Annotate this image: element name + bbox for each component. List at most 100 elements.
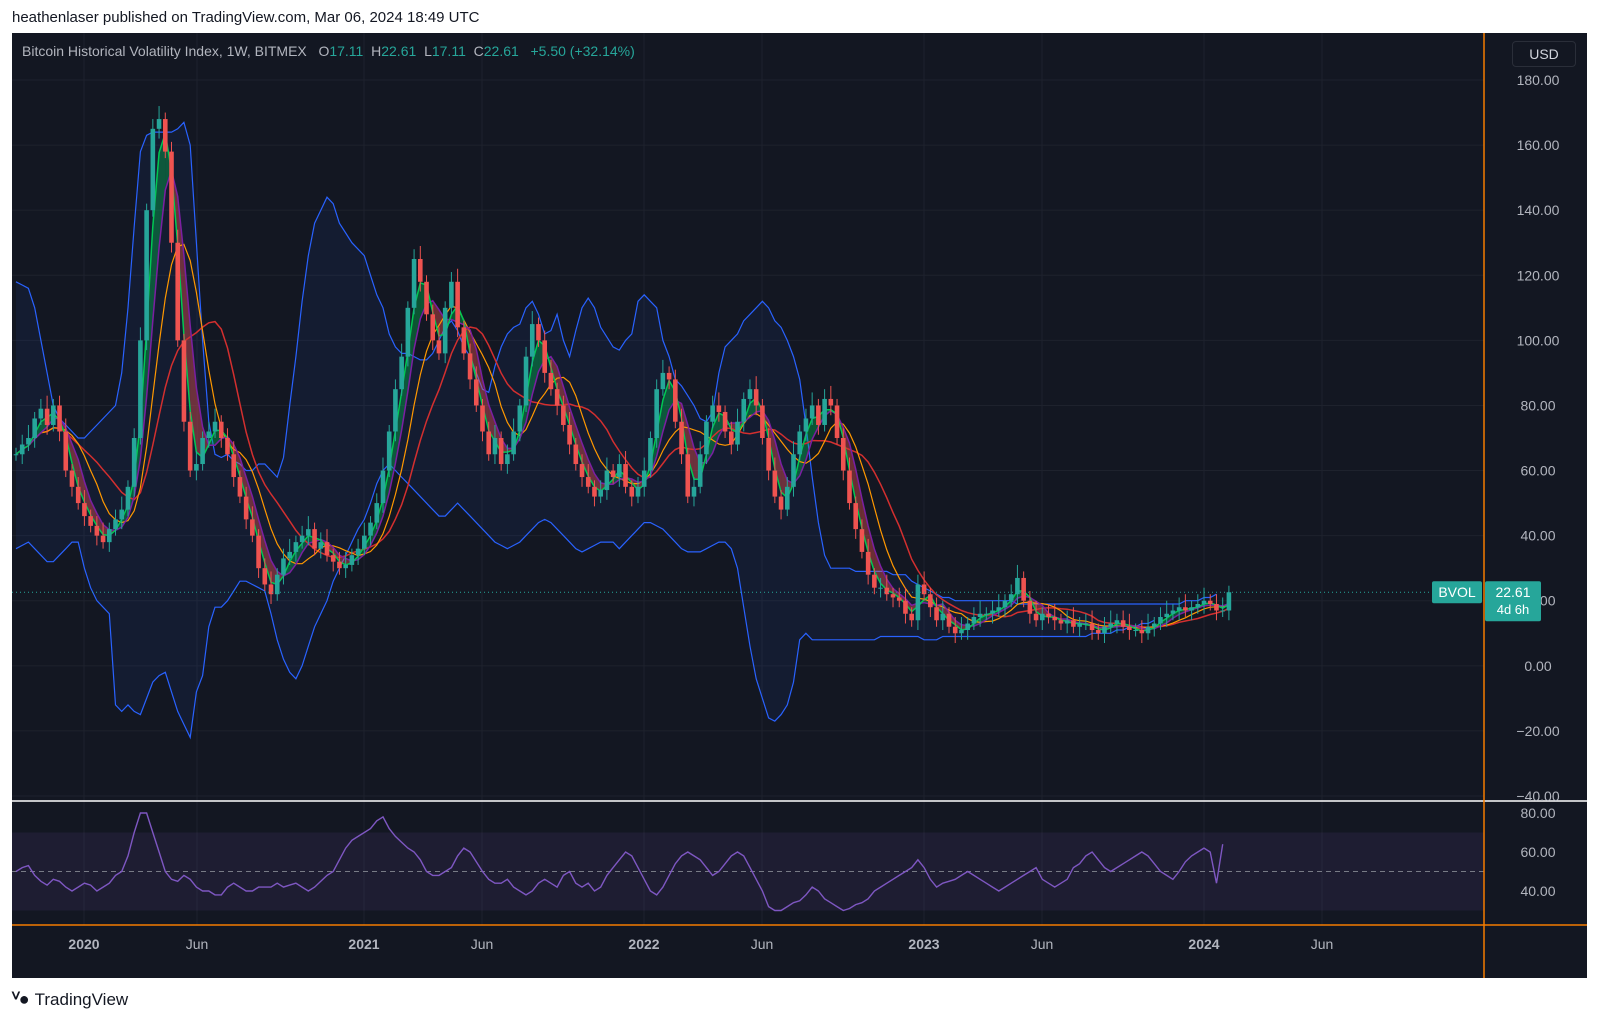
candle-body[interactable] [1083,623,1089,625]
candle-body[interactable] [1183,607,1188,611]
candle-body[interactable] [511,431,516,455]
candle-body[interactable] [162,119,168,152]
candle-body[interactable] [312,529,317,549]
candle-body[interactable] [1033,613,1039,621]
candle-body[interactable] [386,431,392,471]
candle-body[interactable] [896,597,902,601]
candle-body[interactable] [996,607,1002,611]
candle-body[interactable] [834,405,840,438]
candle-body[interactable] [436,340,442,354]
candle-body[interactable] [523,356,529,406]
candle-body[interactable] [318,542,324,549]
candle-body[interactable] [946,613,952,627]
candle-body[interactable] [604,470,610,491]
candle-body[interactable] [816,405,821,425]
candle-body[interactable] [200,438,205,465]
candle-body[interactable] [231,454,236,478]
candle-body[interactable] [915,584,921,621]
candle-body[interactable] [1164,613,1169,617]
candle-body[interactable] [1120,620,1126,627]
candle-body[interactable] [828,398,834,406]
candle-body[interactable] [729,431,734,445]
candle-body[interactable] [629,486,635,497]
candle-body[interactable] [1046,613,1051,617]
candle-body[interactable] [984,613,989,615]
candle-body[interactable] [940,613,946,621]
candle-body[interactable] [107,529,112,543]
candle-body[interactable] [561,405,566,425]
candle-body[interactable] [374,503,380,523]
candle-body[interactable] [125,486,131,510]
candle-body[interactable] [617,464,622,478]
candle-body[interactable] [94,525,100,536]
candle-body[interactable] [1095,630,1101,634]
candle-body[interactable] [679,421,684,455]
candle-body[interactable] [641,470,647,487]
candle-body[interactable] [250,519,255,536]
candle-body[interactable] [878,587,883,589]
candle-body[interactable] [1071,620,1076,627]
candle-body[interactable] [212,421,218,432]
candle-body[interactable] [903,600,908,614]
candle-body[interactable] [418,259,423,282]
candle-body[interactable] [554,389,560,406]
candle-body[interactable] [784,486,790,510]
candle-body[interactable] [175,242,181,341]
candle-body[interactable] [113,519,118,530]
candle-body[interactable] [32,418,37,438]
candle-body[interactable] [455,281,460,328]
candle-body[interactable] [1052,617,1058,621]
candle-body[interactable] [654,389,659,438]
candle-body[interactable] [38,408,44,419]
candle-body[interactable] [169,151,174,243]
candle-body[interactable] [256,535,261,569]
candle-body[interactable] [952,626,958,634]
candle-body[interactable] [1058,620,1064,624]
candle-body[interactable] [691,486,697,497]
candle-body[interactable] [592,486,597,497]
candle-body[interactable] [772,470,778,497]
candle-body[interactable] [131,438,137,487]
candle-body[interactable] [778,496,784,510]
candle-body[interactable] [548,372,554,390]
candle-body[interactable] [1151,623,1157,627]
candle-body[interactable] [1195,603,1201,608]
candle-body[interactable] [156,119,162,129]
candle-body[interactable] [965,623,970,631]
candle-body[interactable] [150,128,156,211]
candle-body[interactable] [865,551,871,575]
candle-body[interactable] [822,398,827,425]
tradingview-footer[interactable]: ⱽ● TradingView [12,989,128,1010]
candle-body[interactable] [368,522,373,536]
candle-body[interactable] [722,411,728,432]
candle-body[interactable] [473,379,479,406]
candle-body[interactable] [306,529,311,536]
candle-body[interactable] [853,503,858,530]
candle-body[interactable] [187,421,193,471]
candle-body[interactable] [847,470,852,504]
candle-body[interactable] [498,438,504,465]
candle-body[interactable] [666,372,672,380]
candle-body[interactable] [243,496,249,520]
candle-body[interactable] [262,568,268,585]
candle-body[interactable] [704,421,709,455]
candle-body[interactable] [1220,610,1225,612]
candle-body[interactable] [461,327,467,354]
candle-body[interactable] [735,421,740,445]
candle-body[interactable] [274,574,280,595]
candle-body[interactable] [449,281,454,308]
candle-body[interactable] [1189,607,1194,611]
candle-body[interactable] [697,454,703,487]
candle-body[interactable] [753,389,759,406]
candle-body[interactable] [1133,630,1138,632]
candle-body[interactable] [330,555,336,562]
candle-body[interactable] [362,535,367,549]
candle-body[interactable] [1008,594,1014,601]
candle-body[interactable] [1201,600,1207,604]
candle-body[interactable] [710,405,715,422]
candle-body[interactable] [1089,623,1095,631]
candle-body[interactable] [1114,620,1120,624]
candle-body[interactable] [959,630,964,634]
candle-body[interactable] [1102,626,1107,634]
candle-body[interactable] [660,372,666,390]
